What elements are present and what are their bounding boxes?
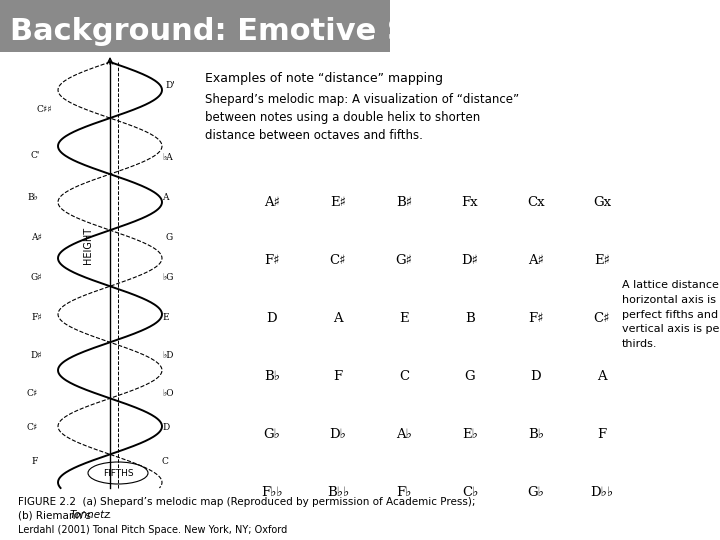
Text: C♯: C♯ [594,312,611,325]
Text: G♭: G♭ [264,428,280,441]
Text: ♭G: ♭G [162,273,174,282]
Text: .: . [108,510,112,520]
Text: A♯: A♯ [264,195,280,208]
Text: G♭: G♭ [528,485,544,498]
Text: FIFTHS: FIFTHS [103,469,133,477]
Text: E: E [399,312,409,325]
Text: F: F [598,428,606,441]
Text: C: C [399,369,409,382]
Text: Tonnetz: Tonnetz [70,510,111,520]
Text: A: A [597,369,607,382]
Text: F♭♭: F♭♭ [261,485,283,498]
Text: Cx: Cx [527,195,545,208]
Text: Examples of note “distance” mapping: Examples of note “distance” mapping [205,72,443,85]
Text: A♭: A♭ [396,428,412,441]
Text: D: D [266,312,277,325]
Text: E♯: E♯ [330,195,346,208]
Text: A♯: A♯ [528,253,544,267]
Text: C♭: C♭ [462,485,478,498]
Text: B♭: B♭ [264,369,280,382]
Text: F♯: F♯ [264,253,280,267]
Text: F♯: F♯ [528,312,544,325]
Text: Fx: Fx [462,195,478,208]
Text: D♭♭: D♭♭ [590,485,613,498]
Text: ♭O: ♭O [162,388,174,397]
Text: G♯: G♯ [30,273,42,282]
Ellipse shape [88,462,148,484]
Text: ♭A: ♭A [162,153,173,163]
Text: A: A [333,312,343,325]
Text: E♭: E♭ [462,428,478,441]
Text: D♯: D♯ [462,253,479,267]
Text: E♯: E♯ [594,253,610,267]
Text: (b) Riemann’s: (b) Riemann’s [18,510,94,520]
Text: C♯: C♯ [330,253,346,267]
Text: C: C [162,457,169,467]
Bar [0,0,390,52]
Text: A: A [162,193,168,202]
Text: C♯: C♯ [27,423,38,433]
Text: A♯: A♯ [31,233,42,242]
Text: G: G [464,369,475,382]
Text: C': C' [31,151,40,159]
Text: B♭: B♭ [27,193,38,202]
Text: B: B [465,312,475,325]
Text: F: F [32,457,38,467]
Text: FIGURE 2.2  (a) Shepard’s melodic map (Reproduced by permission of Academic Pres: FIGURE 2.2 (a) Shepard’s melodic map (Re… [18,497,475,507]
Text: Shepard’s melodic map: A visualization of “distance”
between notes using a doubl: Shepard’s melodic map: A visualization o… [205,93,519,142]
Text: HEIGHT: HEIGHT [83,226,93,264]
Text: C♯♯: C♯♯ [37,105,52,114]
Text: G♯: G♯ [395,253,413,267]
Text: B♭: B♭ [528,428,544,441]
Text: D♭: D♭ [330,428,346,441]
Text: B♯: B♯ [396,195,412,208]
Text: D': D' [165,80,175,90]
Text: Gx: Gx [593,195,611,208]
Text: Background: Emotive Sounds: Background: Emotive Sounds [10,17,513,46]
Text: A lattice distance map:
horizontal axis is
perfect fifths and
vertical axis is p: A lattice distance map: horizontal axis … [622,280,720,349]
Text: D♯: D♯ [30,350,42,360]
Text: Lerdahl (2001) Tonal Pitch Space. New York, NY; Oxford: Lerdahl (2001) Tonal Pitch Space. New Yo… [18,525,287,535]
Text: D: D [531,369,541,382]
Text: F♭: F♭ [396,485,412,498]
Text: ♭D: ♭D [162,350,174,360]
Text: F♯: F♯ [31,314,42,322]
Text: D: D [162,423,169,433]
Text: B♭♭: B♭♭ [327,485,349,498]
Text: F: F [333,369,343,382]
Text: E: E [162,314,168,322]
Text: C♯: C♯ [27,388,38,397]
Text: G: G [165,233,172,242]
